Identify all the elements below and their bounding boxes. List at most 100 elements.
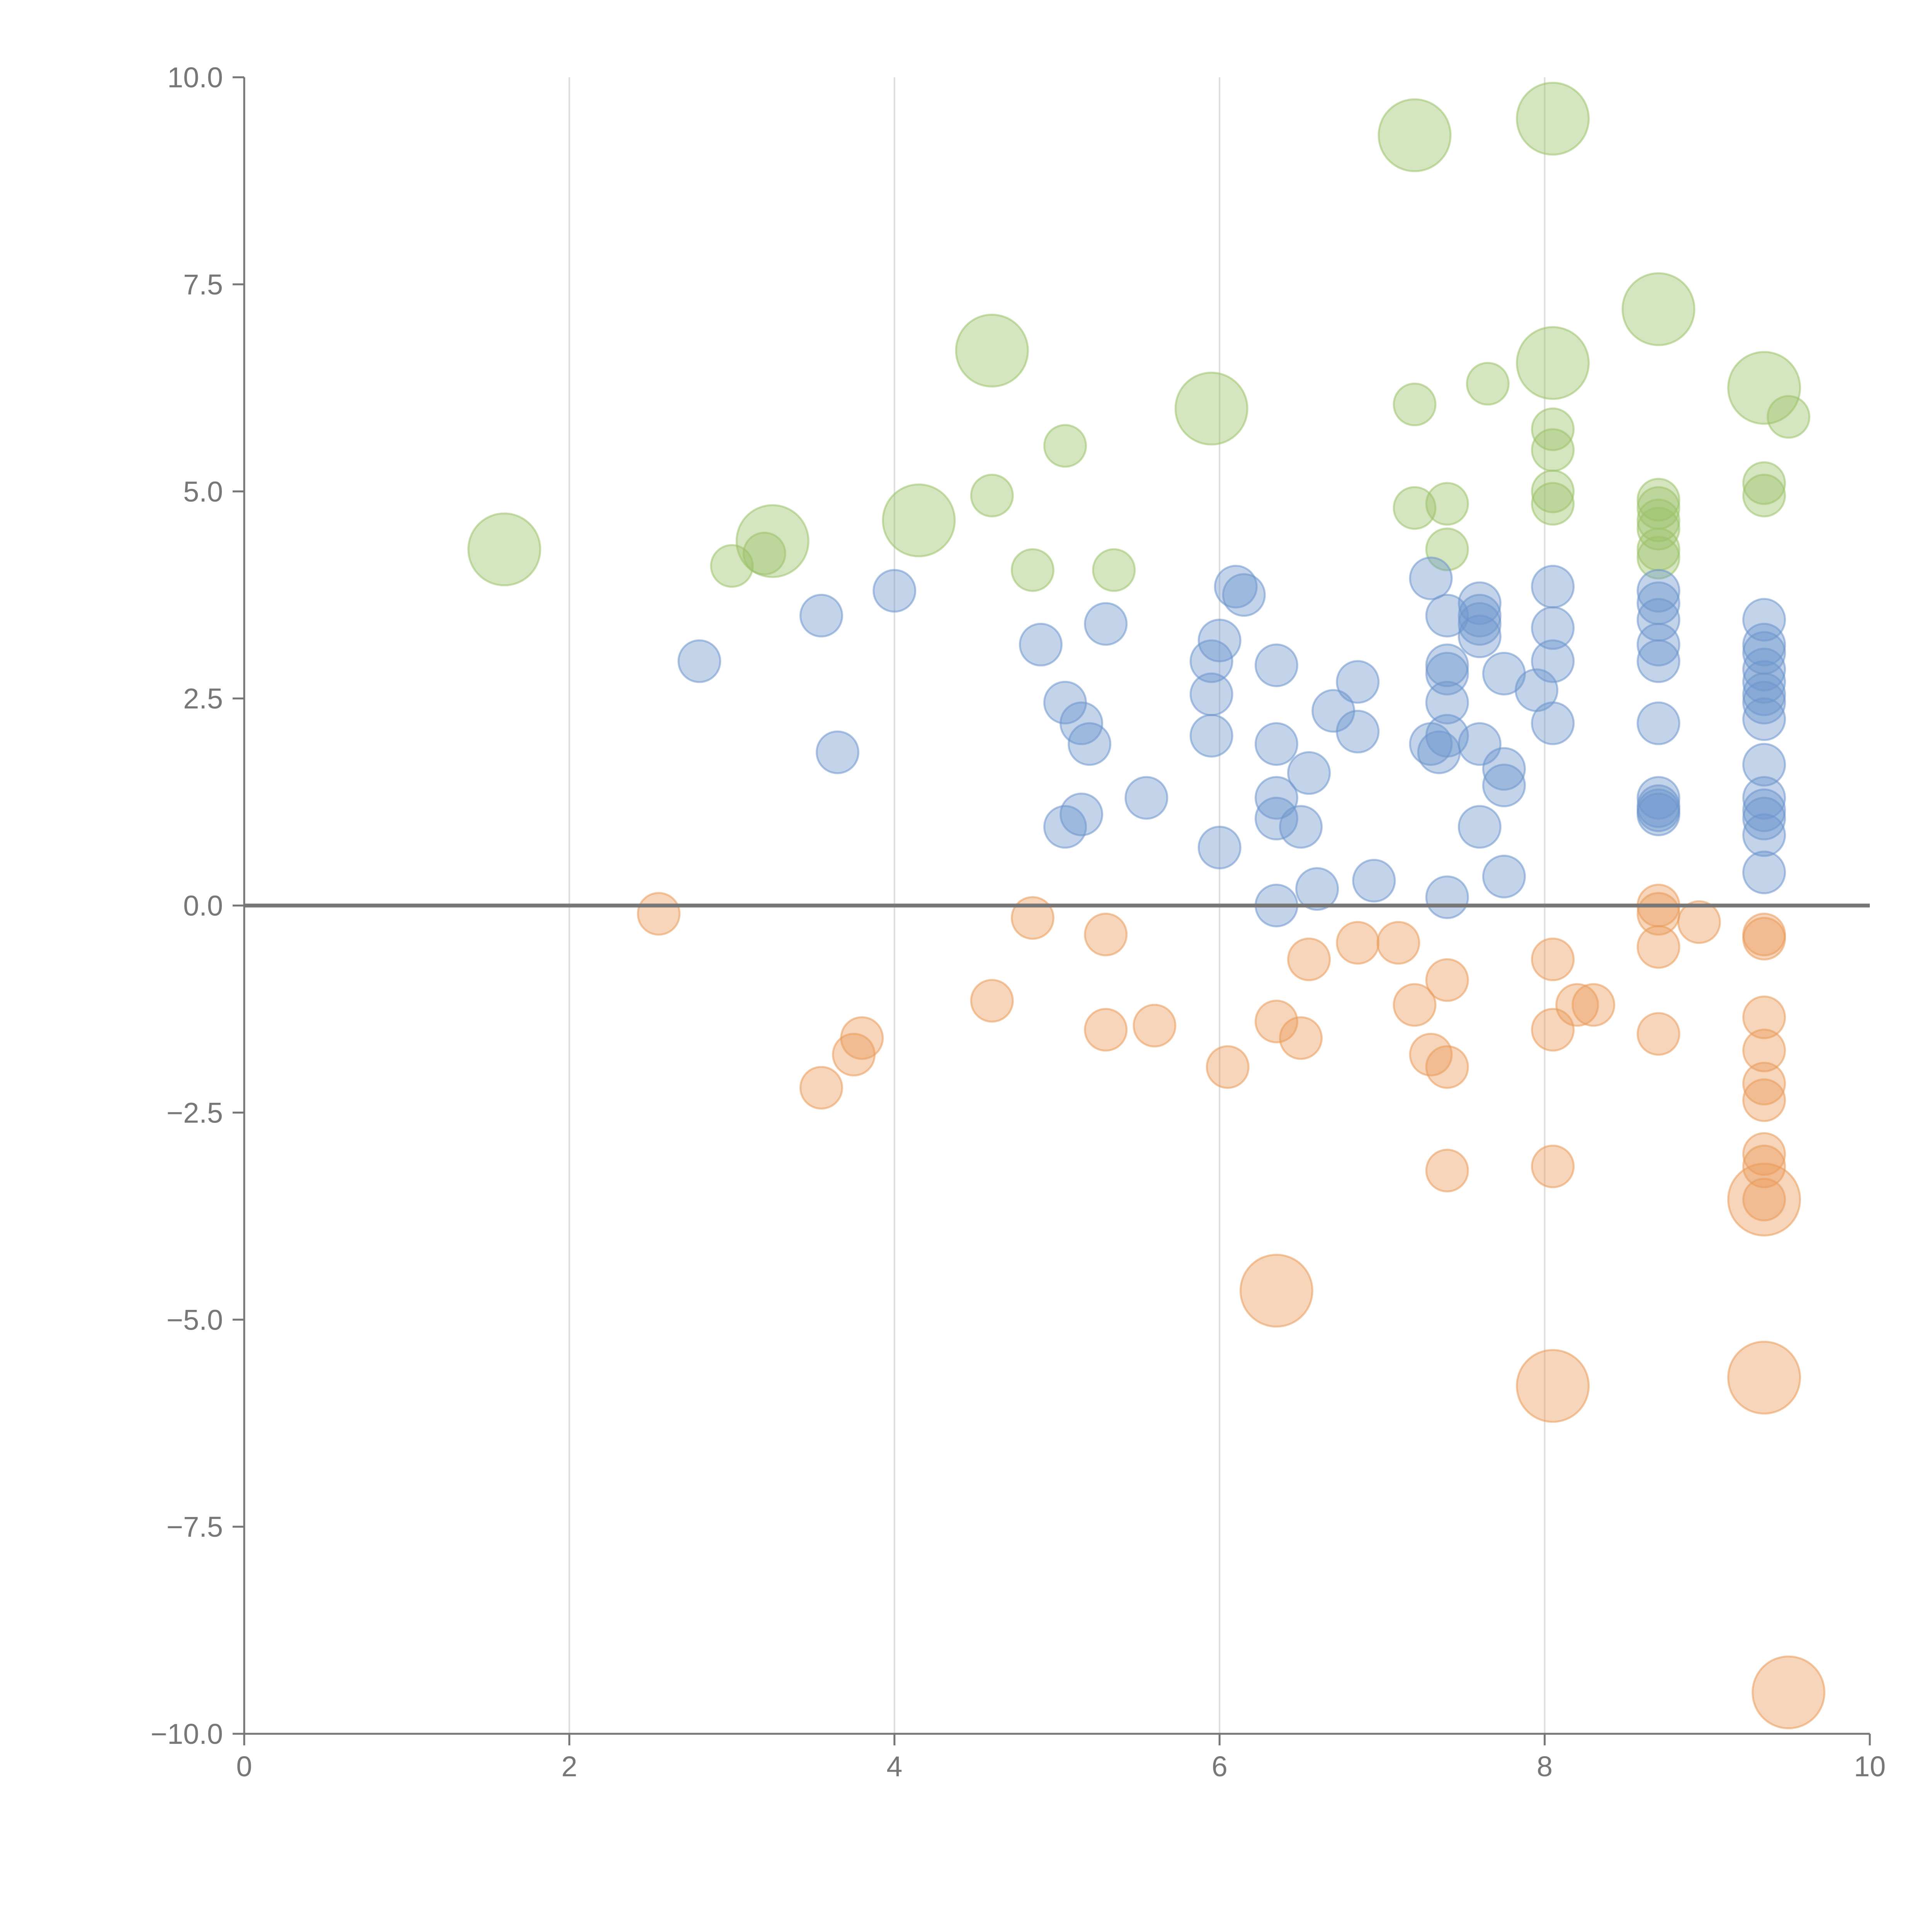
y-tick-label: −5.0 — [167, 1304, 223, 1336]
bubble-blue — [1531, 606, 1575, 650]
x-tick-label: 6 — [1212, 1750, 1228, 1782]
bubble-orange — [1254, 1000, 1298, 1044]
bubble-orange — [1010, 896, 1054, 940]
bubble-green — [1742, 473, 1786, 517]
bubble-blue — [1425, 594, 1469, 638]
x-tick-label: 0 — [236, 1750, 252, 1782]
y-tick-label: 10.0 — [167, 61, 223, 94]
bubble-orange — [1571, 983, 1616, 1027]
bubble-blue — [1254, 722, 1298, 766]
bubble-orange — [1084, 1008, 1128, 1052]
bubble-orange — [1555, 983, 1599, 1027]
bubble-blue — [1742, 796, 1786, 840]
bubble-blue — [1531, 565, 1575, 609]
bubble-blue — [1531, 639, 1575, 683]
bubble-blue — [1636, 701, 1680, 745]
bubble-orange — [1531, 937, 1575, 981]
bubble-blue — [1482, 854, 1526, 898]
bubble-orange — [1742, 1177, 1786, 1221]
bubble-blue — [1742, 598, 1786, 642]
bubble-orange — [1742, 1078, 1786, 1122]
bubble-blue — [1352, 859, 1396, 903]
bubble-orange — [1336, 921, 1380, 965]
bubble-blue — [1482, 747, 1526, 791]
bubble-orange — [1531, 1145, 1575, 1189]
bubble-orange — [1425, 1045, 1469, 1089]
bubble-blue — [1531, 701, 1575, 745]
bubble-blue — [1742, 813, 1786, 857]
bubble-green — [1378, 98, 1452, 172]
bubble-blue — [1287, 751, 1331, 795]
bubble-green — [1393, 486, 1437, 530]
bubble-orange — [1133, 1003, 1177, 1048]
bubble-blue — [1197, 619, 1242, 663]
bubble-orange — [1516, 1349, 1590, 1423]
bubble-blue — [1254, 796, 1298, 840]
bubble-blue — [1189, 714, 1233, 758]
bubble-blue — [1458, 614, 1502, 658]
y-tick-label: −10.0 — [151, 1718, 223, 1750]
bubble-orange — [840, 1016, 884, 1060]
bubble-green — [1636, 536, 1680, 580]
bubble-orange — [1084, 913, 1128, 957]
bubble-orange — [1727, 1340, 1801, 1415]
bubble-green — [742, 532, 786, 576]
bubble-layer — [467, 82, 1826, 1730]
bubble-orange — [1636, 925, 1680, 969]
x-tick-label: 8 — [1537, 1750, 1553, 1782]
y-tick-label: −2.5 — [167, 1097, 223, 1129]
bubble-green — [1742, 461, 1786, 505]
bubble-green — [1516, 326, 1590, 400]
x-tick-label: 2 — [561, 1750, 577, 1782]
bubble-blue — [1084, 602, 1128, 646]
bubble-orange — [1742, 1061, 1786, 1105]
y-tick-label: −7.5 — [167, 1511, 223, 1543]
bubble-green — [1174, 371, 1248, 446]
bubble-blue — [1425, 875, 1469, 919]
bubble-blue — [1409, 556, 1453, 600]
bubble-orange — [1636, 1012, 1680, 1056]
x-tick-label: 10 — [1854, 1750, 1886, 1782]
x-tick-label: 4 — [886, 1750, 902, 1782]
bubble-blue — [1189, 672, 1233, 716]
y-tick-label: 2.5 — [183, 683, 223, 715]
bubble-blue — [1279, 805, 1323, 849]
bubble-green — [1466, 362, 1510, 406]
bubble-green — [1531, 428, 1575, 472]
bubble-orange — [637, 892, 681, 936]
bubble-orange — [970, 979, 1014, 1023]
bubble-blue — [1742, 697, 1786, 741]
bubble-blue — [1742, 648, 1786, 692]
bubble-green — [1531, 482, 1575, 526]
bubble-green — [1043, 424, 1087, 468]
bubble-blue — [1295, 867, 1339, 911]
bubble-blue — [1068, 722, 1112, 766]
bubble-orange — [1376, 921, 1420, 965]
bubble-orange — [1742, 995, 1786, 1039]
bubble-blue — [816, 730, 860, 774]
bubble-blue — [1458, 805, 1502, 849]
bubble-blue — [1636, 639, 1680, 683]
bubble-blue — [1124, 776, 1168, 820]
bubble-blue — [1425, 714, 1469, 758]
bubble-green — [710, 544, 754, 588]
bubble-blue — [1742, 680, 1786, 724]
bubble-blue — [1214, 565, 1258, 609]
bubble-blue — [1254, 643, 1298, 687]
bubble-green — [735, 504, 810, 578]
bubble-blue — [1336, 709, 1380, 753]
bubble-green — [882, 483, 956, 558]
bubble-green — [970, 473, 1014, 517]
bubble-orange — [1742, 1029, 1786, 1073]
bubble-blue — [1336, 660, 1380, 704]
bubble-green — [1516, 82, 1590, 156]
series-green — [467, 82, 1811, 592]
y-tick-label: 0.0 — [183, 890, 223, 922]
bubble-orange — [1677, 900, 1721, 944]
bubble-orange — [1206, 1045, 1250, 1089]
bubble-blue — [1458, 602, 1502, 646]
bubble-green — [1393, 383, 1437, 427]
bubble-blue — [1636, 793, 1680, 837]
